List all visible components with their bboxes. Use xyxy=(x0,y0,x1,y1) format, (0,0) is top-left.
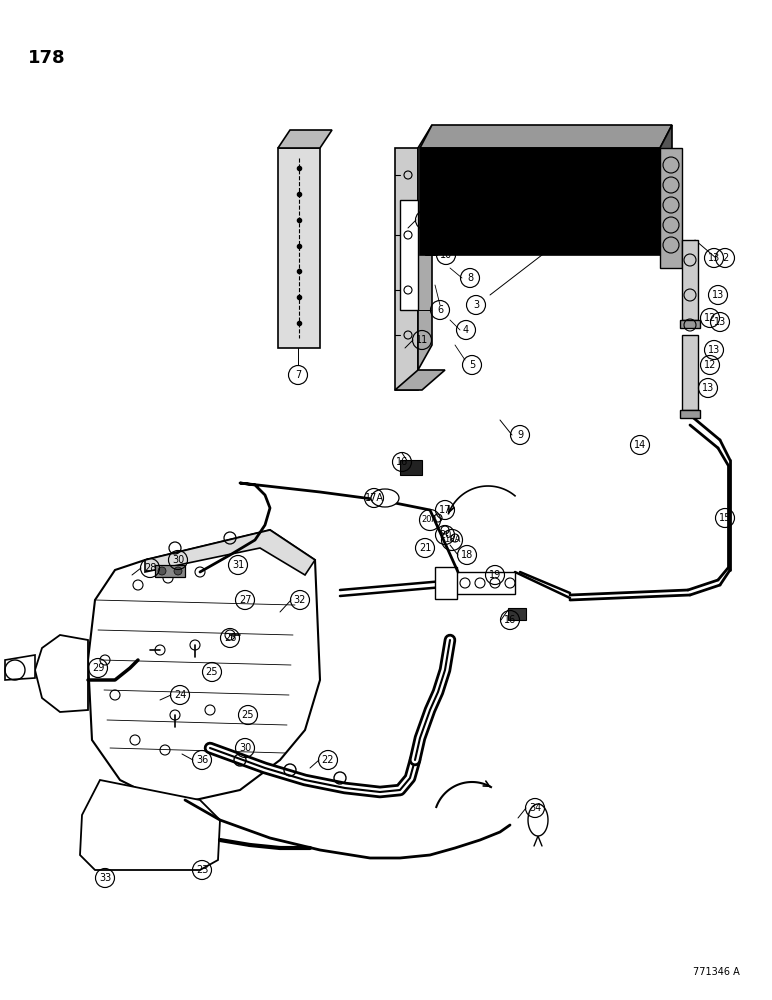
Bar xyxy=(682,335,698,410)
Text: 16: 16 xyxy=(504,615,516,625)
Circle shape xyxy=(174,567,182,575)
Text: 31: 31 xyxy=(232,560,244,570)
Text: 25: 25 xyxy=(242,710,254,720)
Text: 24: 24 xyxy=(174,690,186,700)
Polygon shape xyxy=(395,148,418,390)
Bar xyxy=(435,567,457,599)
Text: 21: 21 xyxy=(419,543,432,553)
Text: 33: 33 xyxy=(99,873,111,883)
Text: 13: 13 xyxy=(714,317,726,327)
Text: 34: 34 xyxy=(529,803,541,813)
Text: 12: 12 xyxy=(704,360,716,370)
Polygon shape xyxy=(420,125,672,148)
Text: 2: 2 xyxy=(722,253,728,263)
Text: 13: 13 xyxy=(708,253,720,263)
Text: 11: 11 xyxy=(419,215,431,225)
Text: 13: 13 xyxy=(708,345,720,355)
Bar xyxy=(455,572,515,594)
Bar xyxy=(682,240,698,320)
Polygon shape xyxy=(145,530,315,575)
Polygon shape xyxy=(88,530,320,800)
Polygon shape xyxy=(395,370,445,390)
Text: 5: 5 xyxy=(469,360,475,370)
Text: 1: 1 xyxy=(597,157,603,167)
Bar xyxy=(680,410,700,418)
Polygon shape xyxy=(660,125,672,255)
Text: 17A: 17A xyxy=(364,493,384,503)
Bar xyxy=(660,148,682,268)
Text: 19: 19 xyxy=(489,570,501,580)
Text: 7: 7 xyxy=(295,370,301,380)
Text: 11: 11 xyxy=(416,335,428,345)
Text: 13: 13 xyxy=(702,383,714,393)
Text: 18: 18 xyxy=(461,550,473,560)
Ellipse shape xyxy=(371,489,399,507)
Text: 20: 20 xyxy=(438,530,451,540)
Polygon shape xyxy=(420,148,660,255)
Text: 36: 36 xyxy=(196,755,208,765)
Bar xyxy=(155,565,185,577)
Polygon shape xyxy=(278,148,320,348)
Text: 16: 16 xyxy=(396,457,408,467)
Polygon shape xyxy=(400,200,418,310)
Text: 14: 14 xyxy=(634,440,646,450)
Bar xyxy=(680,320,700,328)
Bar xyxy=(508,608,526,620)
Text: 30: 30 xyxy=(239,743,251,753)
Text: 30: 30 xyxy=(172,555,185,565)
Text: 26: 26 xyxy=(224,633,236,643)
Text: 4: 4 xyxy=(463,325,469,335)
Text: 12: 12 xyxy=(704,313,716,323)
Text: 6: 6 xyxy=(437,305,443,315)
Text: 771346 A: 771346 A xyxy=(693,967,740,977)
Text: 27: 27 xyxy=(239,595,251,605)
Text: 18A: 18A xyxy=(444,536,460,544)
Text: 28: 28 xyxy=(144,563,156,573)
Polygon shape xyxy=(528,804,548,836)
Text: 22: 22 xyxy=(322,755,334,765)
Bar xyxy=(400,460,422,475)
Text: 32: 32 xyxy=(294,595,306,605)
Text: 13: 13 xyxy=(712,290,724,300)
Text: 20A: 20A xyxy=(422,516,438,524)
Text: 178: 178 xyxy=(28,49,66,67)
Text: 8: 8 xyxy=(467,273,473,283)
Polygon shape xyxy=(418,125,432,370)
Text: 10: 10 xyxy=(440,250,452,260)
Text: 25: 25 xyxy=(206,667,218,677)
Text: 15: 15 xyxy=(719,513,731,523)
Text: 9: 9 xyxy=(517,430,523,440)
Polygon shape xyxy=(35,635,88,712)
Text: 17: 17 xyxy=(438,505,451,515)
Polygon shape xyxy=(278,130,332,148)
Text: 23: 23 xyxy=(196,865,208,875)
Polygon shape xyxy=(80,780,220,870)
Polygon shape xyxy=(5,655,35,680)
Text: 29: 29 xyxy=(92,663,104,673)
Text: 3: 3 xyxy=(473,300,479,310)
Circle shape xyxy=(158,567,166,575)
